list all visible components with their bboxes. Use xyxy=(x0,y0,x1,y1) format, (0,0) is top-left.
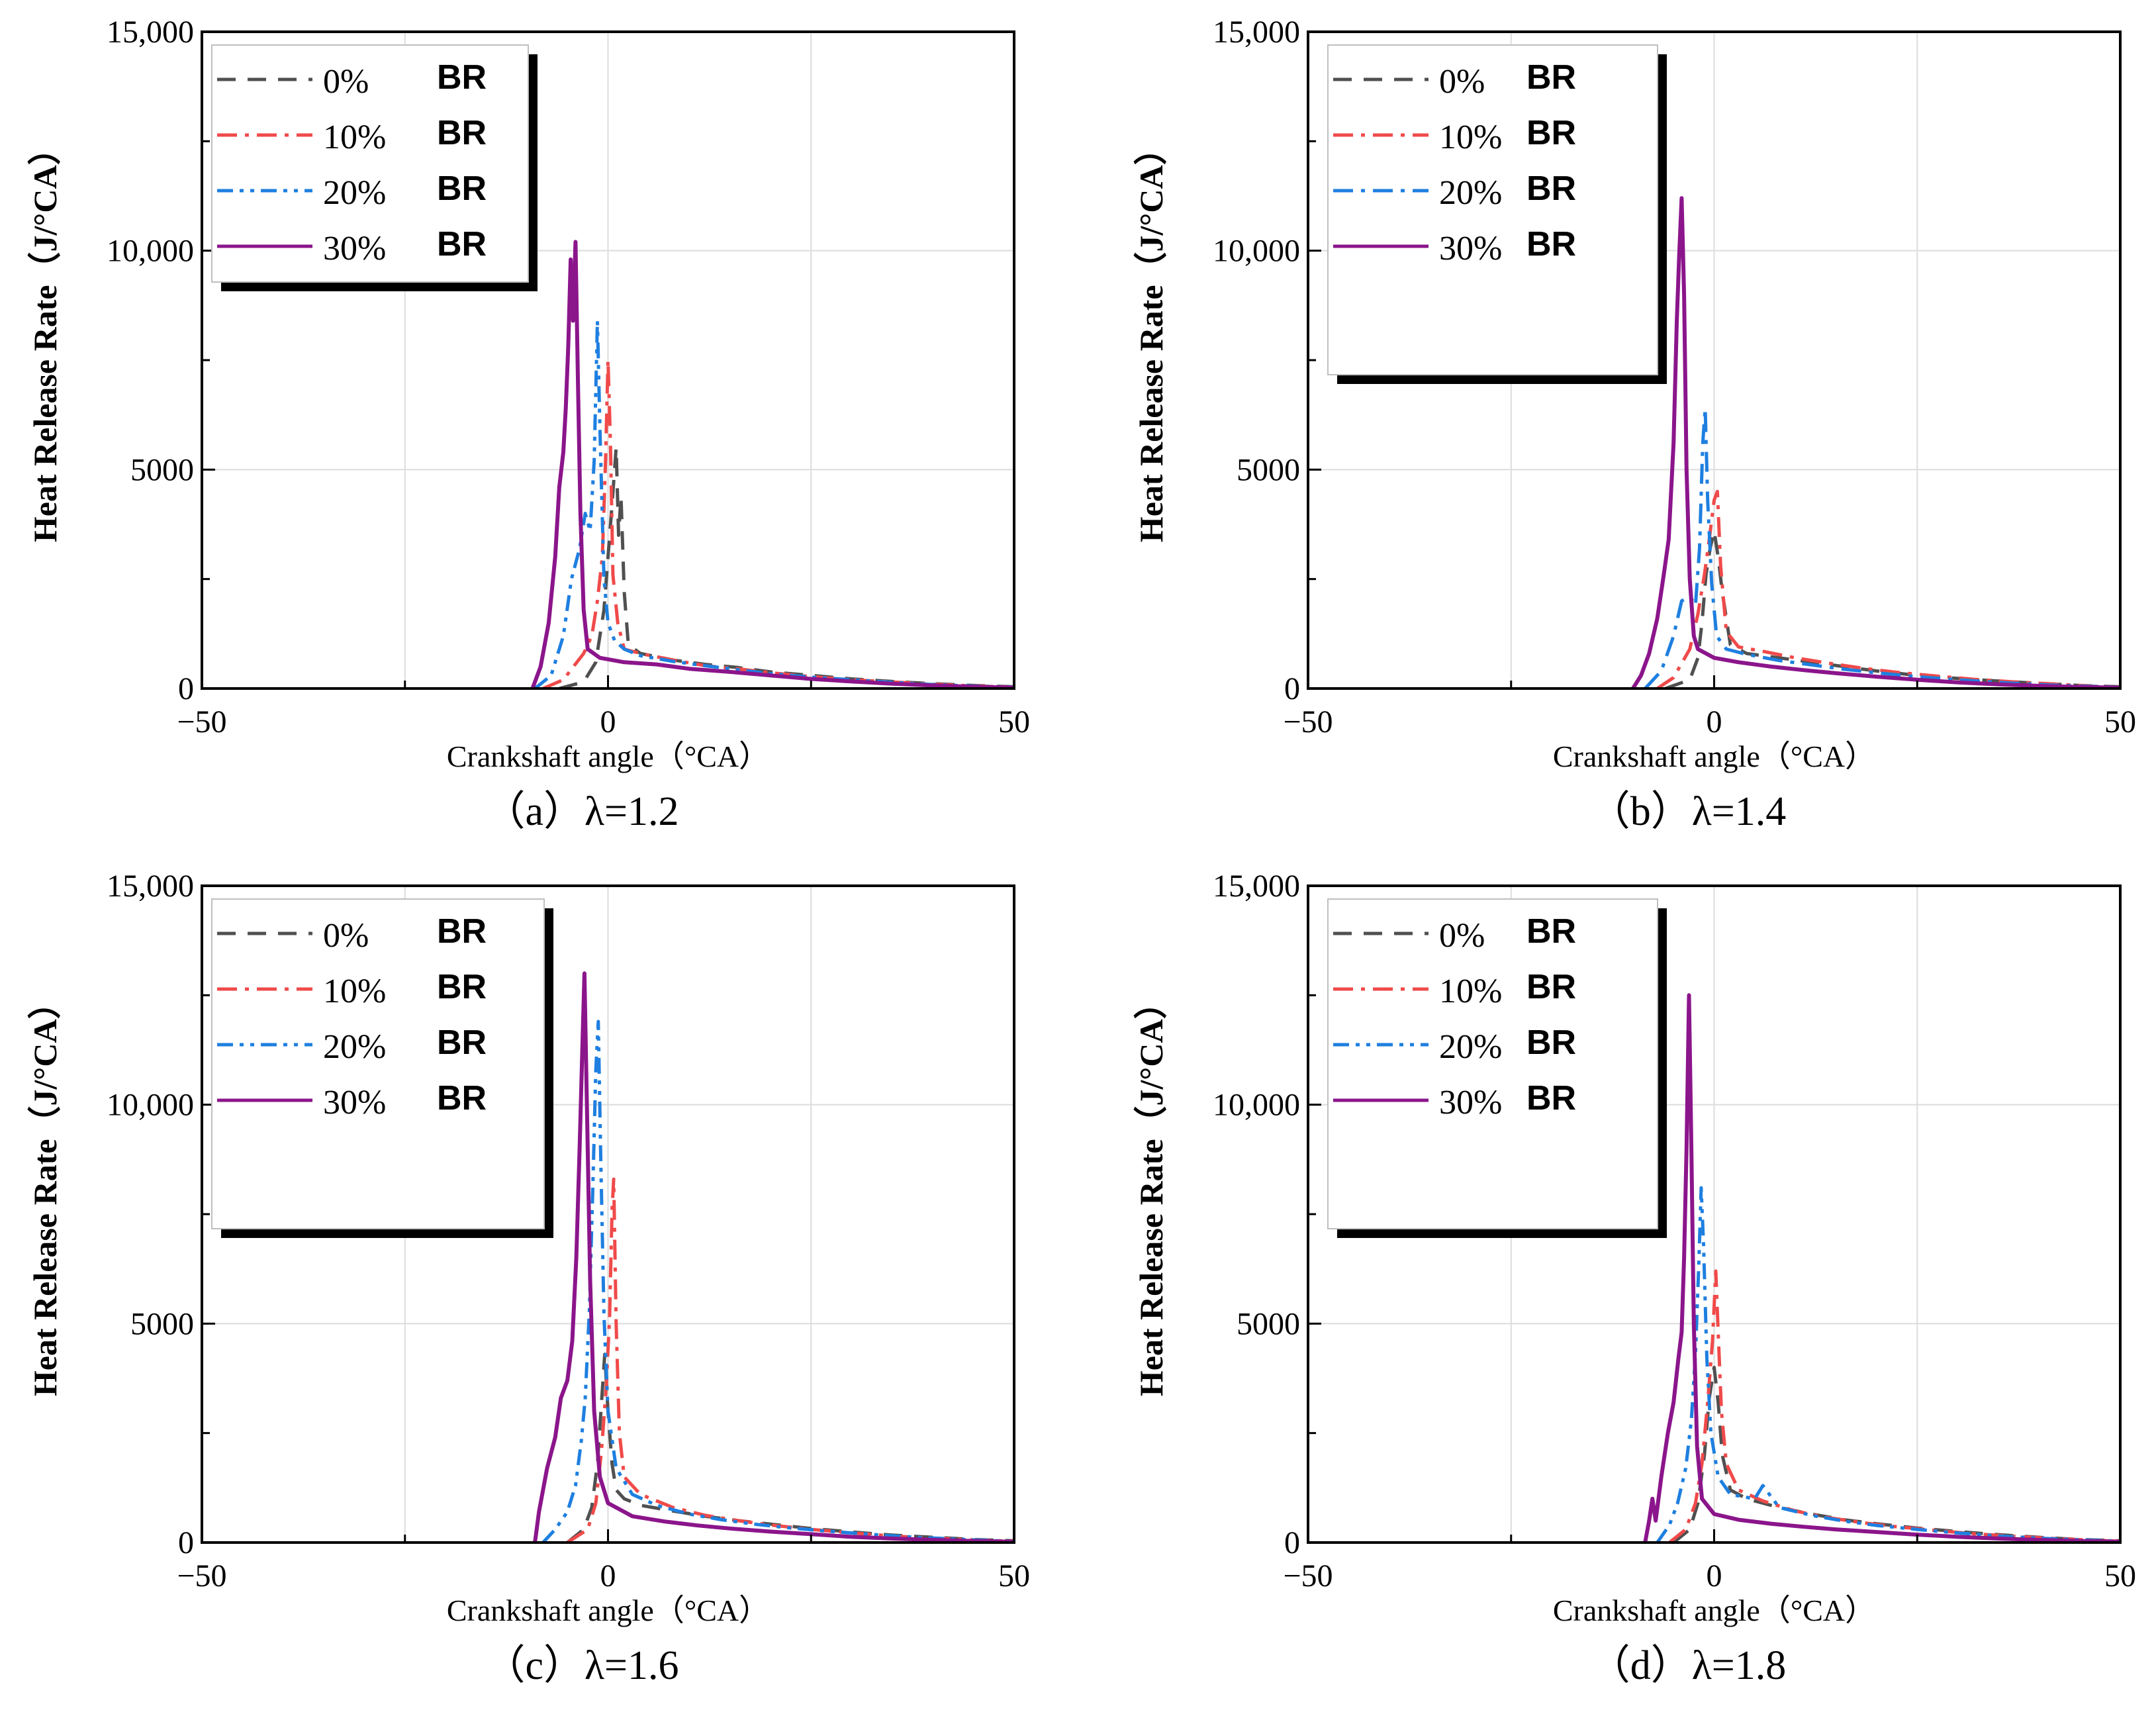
x-tick-label: 50 xyxy=(998,704,1030,739)
legend-label: 30% xyxy=(323,230,386,267)
series-line-30-br xyxy=(1643,993,2120,1543)
series-group xyxy=(1631,196,2120,689)
legend-suffix: BR xyxy=(1526,169,1576,208)
panel-caption: （c）λ=1.6 xyxy=(484,1643,679,1688)
legend-suffix: BR xyxy=(437,58,487,97)
y-tick-label: 0 xyxy=(178,1525,194,1560)
legend-suffix: BR xyxy=(437,912,487,951)
legend-suffix: BR xyxy=(437,1023,487,1062)
legend-suffix: BR xyxy=(1526,968,1576,1006)
legend-box xyxy=(1327,898,1658,1229)
y-tick-label: 10,000 xyxy=(107,234,194,269)
x-axis-title: Crankshaft angle（°CA） xyxy=(1553,1593,1875,1627)
legend-label: 20% xyxy=(1439,1028,1502,1066)
x-tick-label: 0 xyxy=(1707,704,1722,739)
series-line-30-br xyxy=(533,971,1014,1543)
legend-suffix: BR xyxy=(1526,1023,1576,1062)
legend-label: 10% xyxy=(1439,973,1502,1010)
y-tick-label: 10,000 xyxy=(1213,234,1300,269)
legend-suffix: BR xyxy=(1526,58,1576,97)
x-tick-label: 0 xyxy=(600,1558,616,1593)
legend-suffix: BR xyxy=(437,114,487,152)
x-axis-title: Crankshaft angle（°CA） xyxy=(447,1593,769,1627)
series-line-20-br xyxy=(1644,406,2120,689)
legend-label: 20% xyxy=(323,1028,386,1066)
legend-label: 30% xyxy=(1439,230,1502,267)
legend-suffix: BR xyxy=(1526,114,1576,152)
y-tick-label: 15,000 xyxy=(107,15,194,50)
y-tick-label: 5000 xyxy=(1237,452,1300,487)
y-tick-label: 0 xyxy=(1284,1525,1300,1560)
panel-caption: （d）λ=1.8 xyxy=(1589,1643,1787,1688)
x-tick-label: −50 xyxy=(177,704,226,739)
legend-box xyxy=(211,898,545,1229)
legend-label: 0% xyxy=(1439,917,1485,955)
x-tick-label: −50 xyxy=(1283,1558,1333,1593)
series-line-30-br xyxy=(530,240,1014,689)
legend-suffix: BR xyxy=(437,968,487,1006)
y-tick-label: 15,000 xyxy=(1213,869,1300,904)
legend-label: 0% xyxy=(323,63,369,101)
legend: 0% BR 10% BR 20% BR 30% BR xyxy=(211,898,553,1238)
x-axis-title: Crankshaft angle（°CA） xyxy=(1553,739,1875,773)
y-axis-title: Heat Release Rate（J/°CA） xyxy=(26,132,64,542)
x-tick-label: 0 xyxy=(1707,1558,1722,1593)
y-tick-label: 5000 xyxy=(1237,1306,1300,1341)
legend-label: 20% xyxy=(1439,174,1502,212)
legend-suffix: BR xyxy=(437,1079,487,1118)
legend-label: 20% xyxy=(323,174,386,212)
x-tick-label: 50 xyxy=(998,1558,1030,1593)
series-line-10-br xyxy=(1668,1269,2120,1543)
y-tick-label: 10,000 xyxy=(1213,1088,1300,1123)
series-line-20-br xyxy=(1656,1186,2120,1543)
legend-label: 0% xyxy=(1439,63,1485,101)
legend-suffix: BR xyxy=(1526,1079,1576,1118)
legend-label: 10% xyxy=(323,973,386,1010)
legend-label: 10% xyxy=(1439,119,1502,156)
legend-label: 10% xyxy=(323,119,386,156)
legend-label: 30% xyxy=(1439,1084,1502,1121)
panel-caption: （b）λ=1.4 xyxy=(1589,789,1787,834)
legend-box xyxy=(1327,44,1658,375)
y-tick-label: 0 xyxy=(1284,671,1300,706)
legend-suffix: BR xyxy=(1526,225,1576,263)
series-group xyxy=(530,240,1014,689)
legend-suffix: BR xyxy=(437,225,487,263)
x-tick-label: 0 xyxy=(600,704,616,739)
y-tick-label: 5000 xyxy=(130,452,194,487)
y-tick-label: 5000 xyxy=(130,1306,194,1341)
series-line-10-br xyxy=(566,1177,1014,1543)
series-group xyxy=(533,971,1014,1543)
x-tick-label: 50 xyxy=(2104,1558,2136,1593)
series-line-10-br xyxy=(1656,489,2120,689)
legend-suffix: BR xyxy=(1526,912,1576,951)
legend-label: 0% xyxy=(323,917,369,955)
series-line-0-br xyxy=(1665,529,2120,689)
series-group xyxy=(1643,993,2120,1543)
y-axis-title: Heat Release Rate（J/°CA） xyxy=(1133,986,1170,1396)
y-axis-title: Heat Release Rate（J/°CA） xyxy=(1133,132,1170,542)
x-tick-label: 50 xyxy=(2104,704,2136,739)
y-tick-label: 10,000 xyxy=(107,1088,194,1123)
y-axis-title: Heat Release Rate（J/°CA） xyxy=(26,986,64,1396)
legend: 0% BR 10% BR 20% BR 30% BR xyxy=(211,44,538,291)
x-tick-label: −50 xyxy=(1283,704,1333,739)
y-tick-label: 15,000 xyxy=(1213,15,1300,50)
legend: 0% BR 10% BR 20% BR 30% BR xyxy=(1327,898,1667,1238)
panel-caption: （a）λ=1.2 xyxy=(484,789,679,834)
legend-label: 30% xyxy=(323,1084,386,1121)
legend-box xyxy=(211,44,529,283)
series-line-30-br xyxy=(1631,196,2120,689)
x-tick-label: −50 xyxy=(177,1558,226,1593)
legend: 0% BR 10% BR 20% BR 30% BR xyxy=(1327,44,1667,384)
x-axis-title: Crankshaft angle（°CA） xyxy=(447,739,769,773)
legend-suffix: BR xyxy=(437,169,487,208)
y-tick-label: 15,000 xyxy=(107,869,194,904)
y-tick-label: 0 xyxy=(178,671,194,706)
